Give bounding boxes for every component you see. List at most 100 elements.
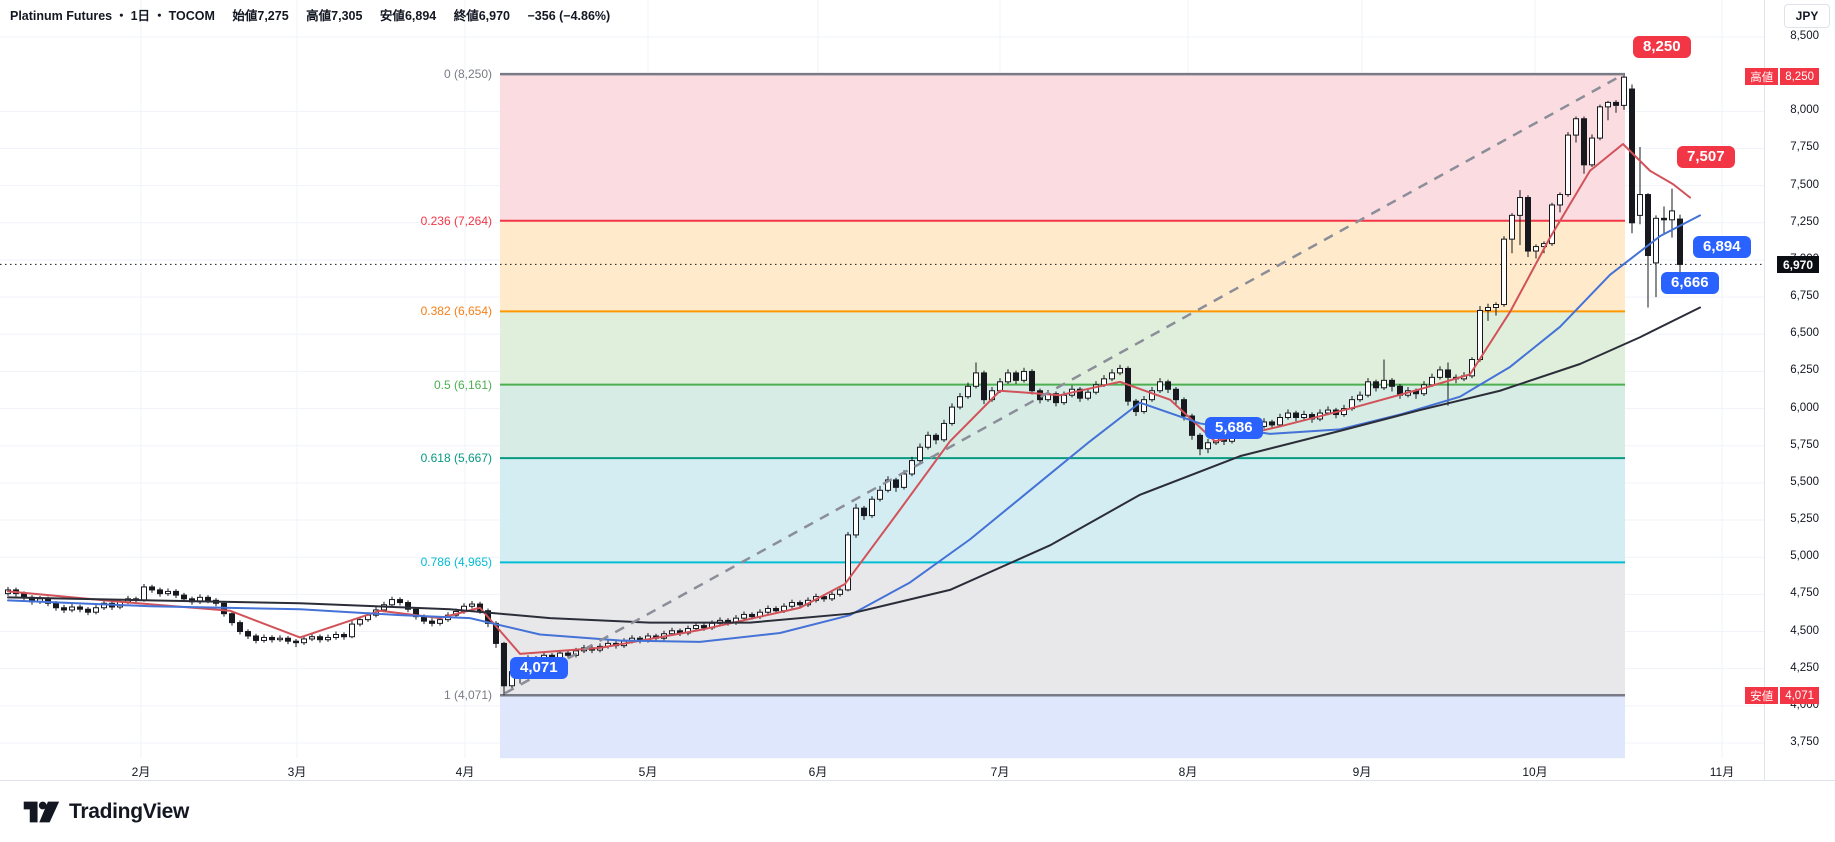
month-label-9月: 9月: [1352, 765, 1372, 779]
candle-down: [1613, 101, 1619, 106]
candle-up: [765, 607, 771, 613]
price-tick-label: 4,500: [1790, 624, 1819, 637]
candle-up: [1149, 390, 1155, 401]
candle-up: [741, 613, 747, 619]
candle-down: [701, 625, 707, 629]
candle-down: [253, 635, 259, 641]
fib-band: [500, 311, 1625, 385]
interval-value[interactable]: 1日: [130, 9, 151, 23]
price-tick-label: 5,250: [1790, 513, 1819, 526]
candle-up: [1021, 370, 1027, 381]
high-price-flag: 高値 8,250: [1745, 68, 1819, 85]
candle-down: [773, 607, 779, 612]
candle-down: [429, 620, 435, 624]
candle-down: [1077, 388, 1083, 399]
candle-down: [149, 586, 155, 591]
candle-down: [205, 596, 211, 601]
candle-up: [1277, 416, 1283, 426]
price-tick-label: 5,500: [1790, 475, 1819, 488]
candle-up: [1565, 134, 1571, 196]
candle-up: [1485, 307, 1491, 311]
candle-up: [845, 534, 851, 591]
candle-up: [997, 381, 1003, 392]
callout-day-low[interactable]: 6,894: [1693, 236, 1751, 258]
candle-down: [1013, 372, 1019, 381]
candle-up: [1533, 246, 1539, 252]
candle-up: [1549, 204, 1555, 245]
month-label-11月: 11月: [1709, 765, 1735, 779]
fib-label-1: 1 (4,071): [443, 688, 492, 703]
callout-cycle-high[interactable]: 8,250: [1633, 36, 1691, 58]
candle-down: [1053, 393, 1059, 404]
legend-separator-2: ・: [153, 9, 166, 23]
fib-band-below: [500, 695, 1625, 759]
candle-up: [1621, 76, 1627, 106]
candle-up: [1085, 391, 1091, 399]
tradingview-wordmark: TradingView: [69, 800, 190, 823]
month-label-2月: 2月: [131, 765, 151, 779]
candle-up: [941, 422, 947, 441]
candle-up: [1493, 304, 1499, 309]
price-tick-label: 6,750: [1790, 290, 1819, 303]
month-label-10月: 10月: [1522, 765, 1548, 779]
symbol-legend[interactable]: Platinum Futures ・ 1日・ TOCOM 始値7,275 高値7,30…: [10, 5, 610, 24]
month-label-7月: 7月: [990, 765, 1010, 779]
legend-high: 高値7,305: [306, 9, 363, 23]
candle-up: [1637, 194, 1643, 216]
price-tick-label: 7,250: [1790, 215, 1819, 228]
callout-august-low[interactable]: 5,686: [1205, 417, 1263, 439]
candle-down: [565, 652, 571, 656]
candle-up: [301, 638, 307, 644]
candle-up: [853, 507, 859, 536]
candle-up: [901, 473, 907, 488]
low-flag-prefix: 安値: [1745, 687, 1779, 704]
candle-down: [501, 642, 507, 687]
currency-toggle-button[interactable]: JPY: [1784, 4, 1830, 28]
candle-down: [1677, 218, 1683, 265]
candle-down: [821, 596, 827, 600]
callout-april-low[interactable]: 4,071: [510, 657, 568, 679]
candle-down: [53, 602, 59, 609]
candle-up: [1109, 372, 1115, 380]
legend-separator-1: ・: [115, 9, 128, 23]
price-tick-label: 7,500: [1790, 178, 1819, 191]
candle-down: [181, 594, 187, 600]
price-tick-label: 8,000: [1790, 104, 1819, 117]
candle-down: [1189, 415, 1195, 436]
legend-change: −356 (−4.86%): [527, 9, 611, 23]
price-tick-label: 6,500: [1790, 327, 1819, 340]
symbol-name[interactable]: Platinum Futures: [10, 9, 113, 23]
candle-up: [1005, 372, 1011, 383]
candle-up: [1501, 238, 1507, 306]
candle-up: [1509, 214, 1515, 240]
candle-down: [405, 602, 411, 610]
candle-down: [245, 631, 251, 637]
candle-down: [157, 589, 163, 595]
candle-up: [1573, 118, 1579, 136]
candle-down: [893, 479, 899, 488]
candle-down: [749, 613, 755, 618]
candle-up: [1061, 394, 1067, 404]
month-label-3月: 3月: [287, 765, 307, 779]
candle-up: [437, 619, 443, 624]
candle-down: [981, 372, 987, 401]
callout-ma-slow[interactable]: 6,666: [1661, 272, 1719, 294]
tradingview-logo[interactable]: TradingView: [22, 798, 189, 826]
candle-up: [669, 630, 675, 635]
candle-down: [317, 636, 323, 641]
candle-up: [333, 633, 339, 638]
candle-down: [1029, 370, 1035, 392]
price-tick-label: 6,250: [1790, 364, 1819, 377]
tradingview-mark-icon: [23, 801, 60, 823]
candle-down: [237, 622, 243, 633]
fib-band: [500, 458, 1625, 563]
candle-up: [1381, 379, 1387, 389]
candle-down: [1389, 379, 1395, 387]
ma-mid-blue: [7, 214, 1701, 643]
candle-up: [1669, 210, 1675, 221]
price-tick-label: 4,750: [1790, 587, 1819, 600]
fib-label-0.618: 0.618 (5,667): [420, 451, 492, 466]
candle-up: [789, 602, 795, 607]
callout-ma-fast[interactable]: 7,507: [1677, 146, 1735, 168]
